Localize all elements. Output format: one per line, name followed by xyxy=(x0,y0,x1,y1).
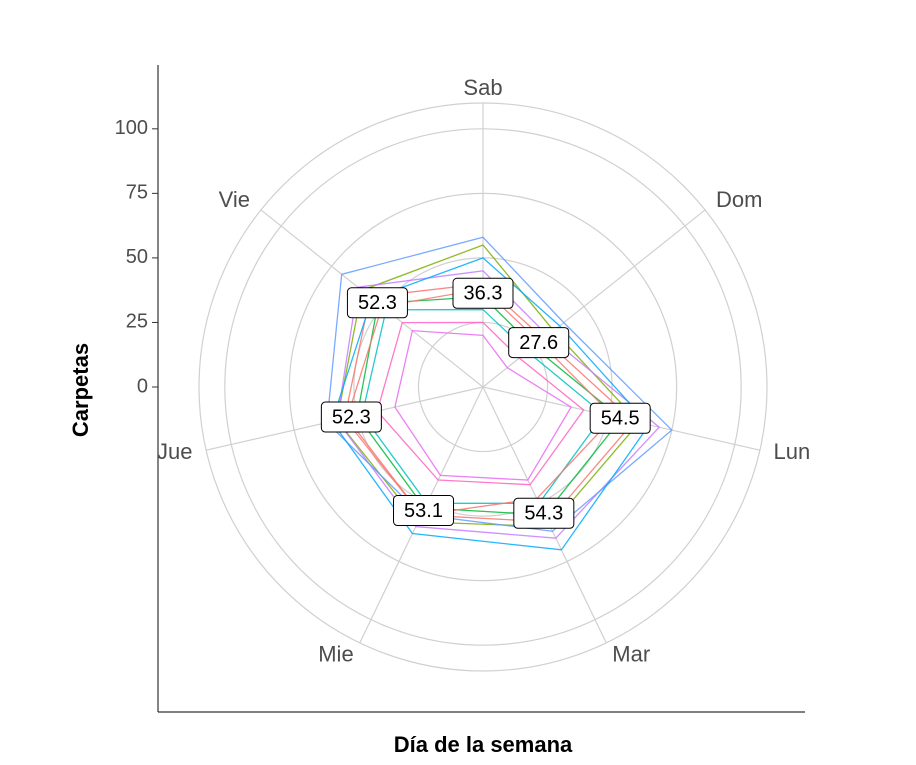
mean-label-box xyxy=(346,287,408,319)
x-tick-label: Lun xyxy=(774,439,811,464)
mean-label: 52.3 xyxy=(332,406,371,428)
mean-label-box xyxy=(508,327,570,359)
series-line xyxy=(356,295,623,516)
mean-label-box xyxy=(589,402,651,434)
mean-label-box xyxy=(393,495,455,527)
mean-label: 36.3 xyxy=(464,283,503,305)
mean-label-box xyxy=(452,277,514,309)
series-line xyxy=(361,308,605,504)
series-line xyxy=(331,257,650,551)
y-tick-label: 0 xyxy=(137,375,148,397)
mean-label: 52.3 xyxy=(358,292,397,314)
x-tick-label: Jue xyxy=(157,439,192,464)
series-line xyxy=(376,321,585,486)
y-tick-label: 75 xyxy=(126,182,148,204)
mean-label-box xyxy=(513,497,575,529)
mean-label: 53.1 xyxy=(404,500,443,522)
mean-label: 54.3 xyxy=(524,503,563,525)
y-tick-label: 100 xyxy=(115,117,148,139)
x-tick-label: Mie xyxy=(318,641,353,666)
y-tick-label: 25 xyxy=(126,311,148,333)
x-tick-label: Sab xyxy=(463,75,502,100)
series-line xyxy=(394,329,572,481)
spoke xyxy=(482,209,706,388)
x-axis-title: Día de la semana xyxy=(394,732,573,757)
mean-label: 54.5 xyxy=(601,408,640,430)
y-axis-title: Carpetas xyxy=(68,343,93,437)
x-tick-label: Dom xyxy=(716,187,762,212)
x-tick-label: Vie xyxy=(219,187,250,212)
x-tick-label: Mar xyxy=(612,641,650,666)
y-tick-label: 50 xyxy=(126,246,148,268)
mean-label: 27.6 xyxy=(519,332,558,354)
mean-label-box xyxy=(320,401,382,433)
series-line xyxy=(326,236,673,532)
series-line xyxy=(343,283,635,523)
